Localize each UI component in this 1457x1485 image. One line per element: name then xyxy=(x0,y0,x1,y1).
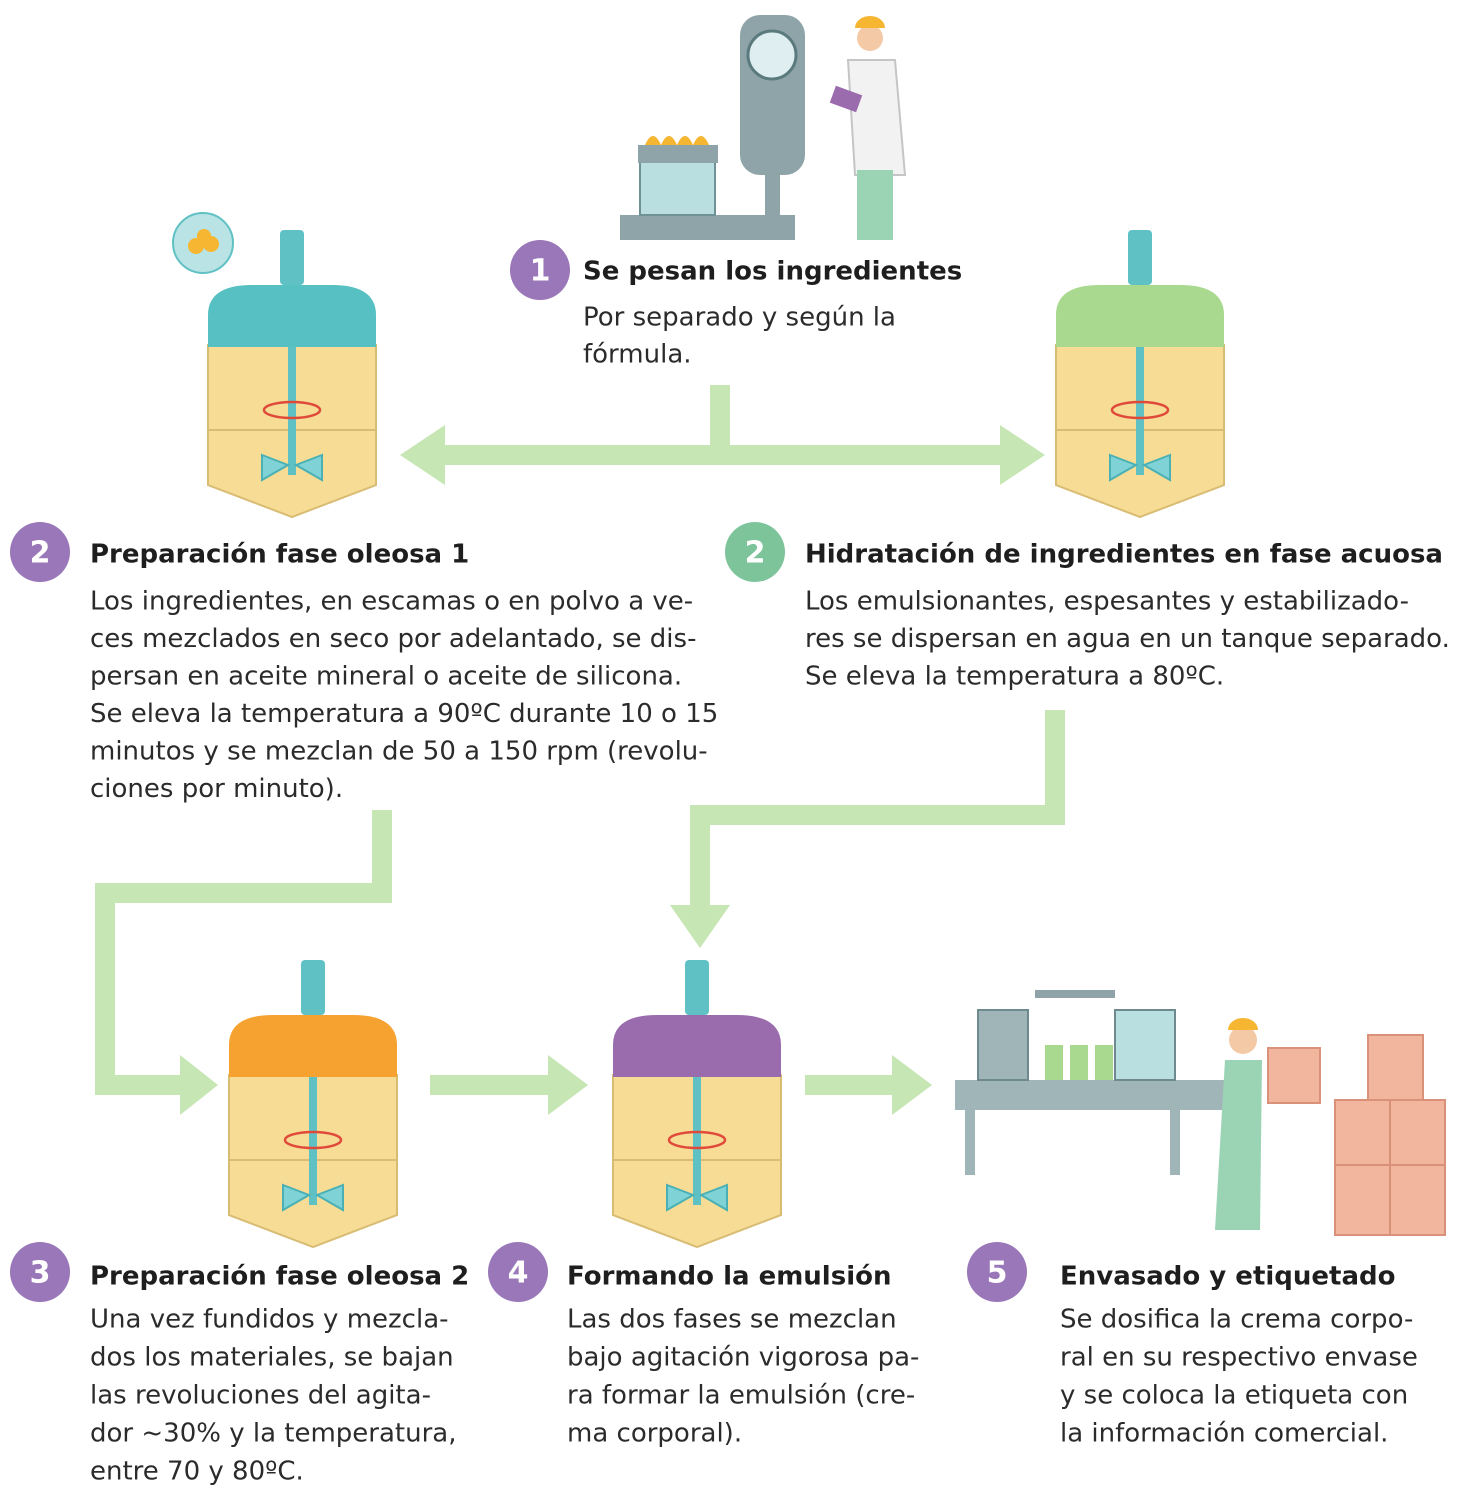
step-text: Las dos fases se mezclan xyxy=(567,1305,897,1335)
step-text: fórmula. xyxy=(583,340,692,370)
step-text: minutos y se mezclan de 50 a 150 rpm (re… xyxy=(90,737,708,767)
step-title: Se pesan los ingredientes xyxy=(583,257,962,287)
step-text: las revoluciones del agita- xyxy=(90,1381,431,1411)
step-title: Hidratación de ingredientes en fase acuo… xyxy=(805,540,1443,570)
step-text: Una vez fundidos y mezcla- xyxy=(90,1305,449,1335)
step-number: 2 xyxy=(30,536,51,571)
weighing-illustration xyxy=(620,15,905,240)
packaging-illustration xyxy=(955,990,1445,1235)
step: 1 Se pesan los ingredientes Por separado y… xyxy=(510,240,962,370)
step-text: y se coloca la etiqueta con xyxy=(1060,1381,1408,1411)
step-number: 5 xyxy=(987,1256,1008,1291)
step-title: Envasado y etiquetado xyxy=(1060,1262,1396,1292)
step-text: bajo agitación vigorosa pa- xyxy=(567,1343,919,1373)
step-number: 2 xyxy=(745,536,766,571)
step-text: ciones por minuto). xyxy=(90,774,343,804)
step-text: entre 70 y 80ºC. xyxy=(90,1457,304,1485)
step-text: dos los materiales, se bajan xyxy=(90,1343,454,1373)
step-title: Formando la emulsión xyxy=(567,1262,891,1292)
tank-oil-1 xyxy=(208,230,376,517)
step: 4 Formando la emulsión Las dos fases se me… xyxy=(488,1242,919,1449)
step-number: 4 xyxy=(508,1256,529,1291)
step: 2 Preparación fase oleosa 1 Los ingredient… xyxy=(10,522,718,804)
step-title: Preparación fase oleosa 1 xyxy=(90,540,469,570)
step-text: ra formar la emulsión (cre- xyxy=(567,1381,915,1411)
step-text: Se eleva la temperatura a 90ºC durante 1… xyxy=(90,699,718,729)
tank-emulsion xyxy=(613,960,781,1247)
diagram: 1 Se pesan los ingredientes Por separado y… xyxy=(0,0,1457,1485)
step-number: 3 xyxy=(30,1256,51,1291)
step: 2 Hidratación de ingredientes en fase acu… xyxy=(725,522,1450,692)
step-text: Por separado y según la xyxy=(583,303,896,333)
step-text: ma corporal). xyxy=(567,1419,742,1449)
step: 5 Envasado y etiquetado Se dosifica la cre… xyxy=(967,1242,1418,1449)
step-text: Los ingredientes, en escamas o en polvo … xyxy=(90,587,693,617)
step-text: la información comercial. xyxy=(1060,1419,1388,1449)
step-title: Preparación fase oleosa 2 xyxy=(90,1262,469,1292)
step: 3 Preparación fase oleosa 2 Una vez fundid… xyxy=(10,1242,469,1485)
step-text: res se dispersan en agua en un tanque se… xyxy=(805,624,1450,654)
flakes-icon xyxy=(173,213,233,273)
tank-oil-2 xyxy=(229,960,397,1247)
step-text: Los emulsionantes, espesantes y estabili… xyxy=(805,587,1409,617)
step-text: Se eleva la temperatura a 80ºC. xyxy=(805,662,1224,692)
step-text: Se dosifica la crema corpo- xyxy=(1060,1305,1413,1335)
step-text: persan en aceite mineral o aceite de sil… xyxy=(90,662,682,692)
step-text: ces mezclados en seco por adelantado, se… xyxy=(90,624,696,654)
tank-water xyxy=(1056,230,1224,517)
step-text: dor ~30% y la temperatura, xyxy=(90,1419,456,1449)
step-number: 1 xyxy=(530,254,551,289)
step-text: ral en su respectivo envase xyxy=(1060,1343,1418,1373)
